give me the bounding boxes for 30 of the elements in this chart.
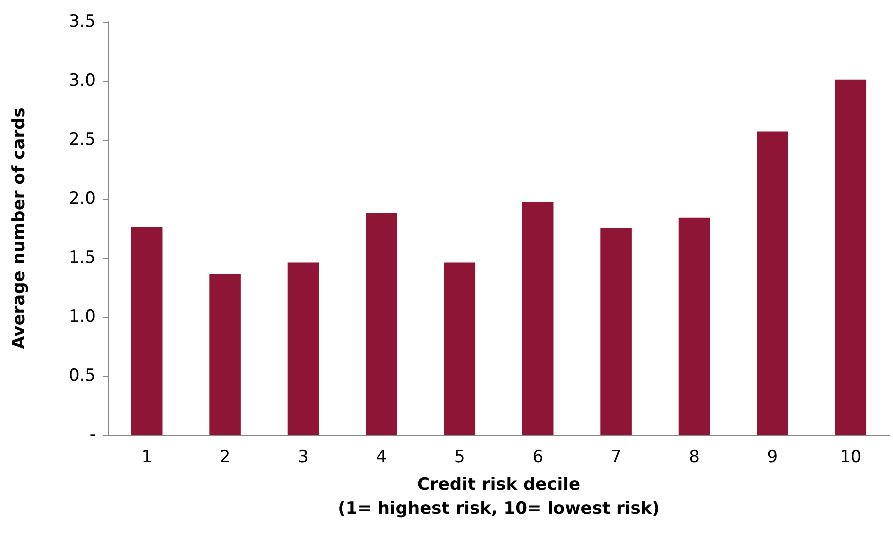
y-tick-label: 1.0: [68, 307, 96, 327]
bar: [288, 262, 320, 435]
x-tick-label: 9: [767, 448, 778, 468]
x-axis-title: Credit risk decile (1= highest risk, 10= lowest risk): [338, 475, 660, 519]
y-tick-label: 2.5: [68, 130, 96, 150]
bar: [444, 262, 476, 435]
y-tick-label: -: [90, 425, 96, 445]
bar: [835, 80, 867, 435]
x-tick-label: 4: [376, 448, 388, 468]
y-axis-title: Average number of cards: [10, 108, 30, 350]
bar: [678, 218, 710, 435]
y-tick-label: 1.5: [68, 248, 96, 268]
bar: [210, 274, 241, 435]
bar: [757, 132, 788, 435]
bar: [131, 227, 163, 435]
x-tick-label: 7: [610, 448, 622, 468]
y-tick-label: 3.5: [68, 12, 96, 32]
x-tick-label: 1: [142, 448, 153, 468]
bar: [600, 228, 632, 435]
x-tick-label: 6: [532, 448, 544, 468]
bar: [366, 213, 398, 435]
y-tick-label: 3.0: [68, 71, 96, 91]
x-tick-label: 2: [220, 448, 231, 468]
y-tick-label: 2.0: [68, 189, 96, 209]
x-tick-label: 10: [840, 448, 862, 468]
x-tick-label: 3: [298, 448, 309, 468]
x-tick-label: 5: [454, 448, 466, 468]
bar: [522, 202, 554, 435]
x-tick-label: 8: [689, 448, 700, 468]
y-tick-label: 0.5: [68, 366, 96, 386]
